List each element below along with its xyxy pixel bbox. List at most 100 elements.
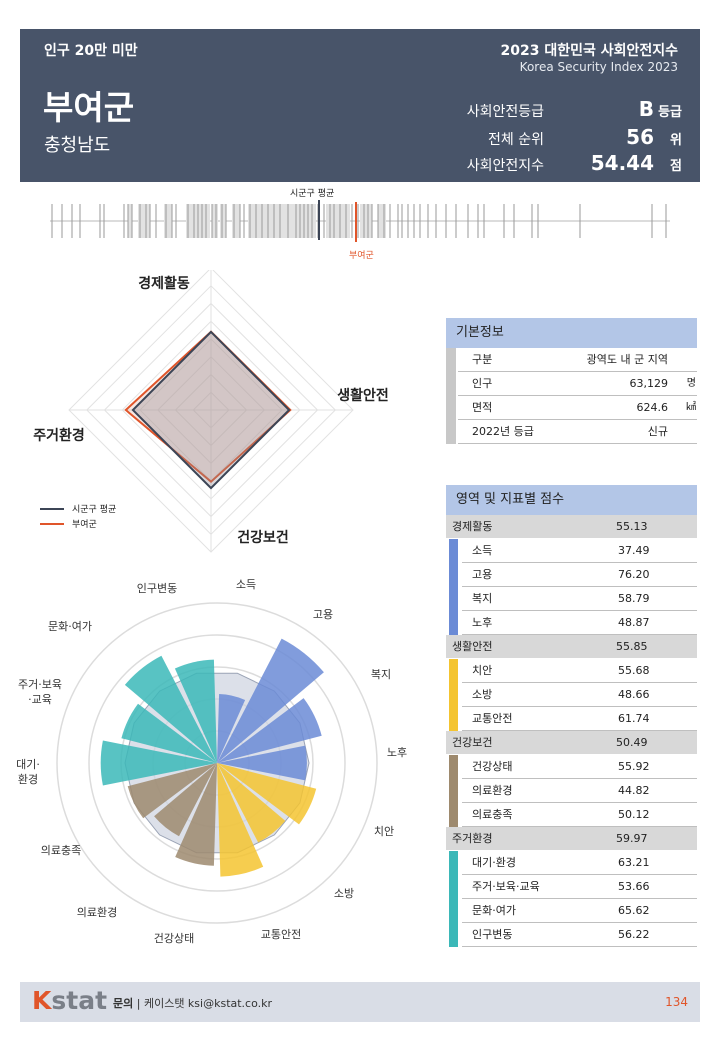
basic-info-table: 기본정보 구분 광역도 내 군 지역 인구 63,129 명 면적 624.6 … — [446, 318, 697, 444]
population-category: 인구 20만 미만 — [44, 43, 138, 59]
group-color-bar — [449, 539, 458, 635]
score-row: 복지 58.79 — [462, 587, 697, 611]
polar-wedge — [217, 763, 317, 825]
polar-wedge — [175, 763, 217, 866]
score-group-safety: 치안 55.68 소방 48.66 교통안전 61.74 — [446, 659, 697, 731]
info-value: 광역도 내 군 지역 — [586, 353, 668, 366]
report-title: 2023 대한민국 사회안전지수 — [500, 43, 678, 59]
polar-wedge — [121, 703, 217, 763]
strip-band — [248, 204, 316, 238]
indicator-name: 소득 — [472, 544, 493, 557]
indicator-name: 인구변동 — [472, 928, 513, 941]
indicator-name: 의료환경 — [472, 784, 513, 797]
info-unit: ㎢ — [686, 402, 696, 413]
score-row: 소방 48.66 — [462, 683, 697, 707]
strip-band — [220, 204, 226, 238]
index-value: 54.44 — [590, 151, 654, 175]
score-row: 교통안전 61.74 — [462, 707, 697, 731]
legend-avg-label: 시군구 평균 — [72, 505, 117, 515]
rank-unit: 위 — [670, 133, 682, 148]
report-subtitle: Korea Security Index 2023 — [519, 60, 678, 74]
strip-band — [378, 204, 386, 238]
header-banner: 인구 20만 미만 부여군 충청남도 2023 대한민국 사회안전지수 Kore… — [20, 29, 700, 182]
radar-axis-label: 건강보건 — [237, 529, 289, 546]
info-value: 신규 — [647, 425, 668, 438]
indicator-name: 주거·보육·교육 — [472, 880, 540, 893]
indicator-score: 48.66 — [618, 688, 650, 701]
score-row: 의료환경 44.82 — [462, 779, 697, 803]
score-row: 대기·환경 63.21 — [462, 851, 697, 875]
polar-wedge — [154, 763, 217, 837]
rank-value: 56 — [626, 125, 654, 149]
indicator-score: 76.20 — [618, 568, 650, 581]
legend-self: 부여군 — [40, 516, 116, 531]
indicator-name: 문화·여가 — [472, 904, 516, 917]
polar-grid-ring — [88, 634, 346, 892]
info-key: 인구 — [472, 377, 493, 390]
rank-label: 전체 순위 — [488, 132, 544, 148]
info-value: 624.6 — [636, 401, 669, 414]
score-row: 의료충족 50.12 — [462, 803, 697, 827]
rank-row: 전체 순위 56 위 — [424, 125, 682, 149]
score-row: 노후 48.87 — [462, 611, 697, 635]
polar-wedge — [217, 694, 246, 763]
polar-label: 소득 — [236, 578, 256, 591]
polar-label: 인구변동 — [137, 582, 177, 595]
strip-band — [232, 204, 240, 238]
info-row: 인구 63,129 명 — [458, 372, 697, 396]
score-table: 영역 및 지표별 점수 경제활동 55.13 소득 37.49 고용 76.20 복… — [446, 485, 697, 947]
category-score: 55.13 — [616, 520, 648, 533]
group-color-bar — [449, 755, 458, 827]
index-unit: 점 — [670, 159, 682, 174]
logo-text: stat — [51, 986, 108, 1015]
legend-self-swatch — [40, 522, 64, 525]
page-number: 134 — [665, 995, 688, 1009]
category-name: 건강보건 — [452, 736, 493, 749]
legend-self-label: 부여군 — [72, 520, 97, 530]
score-category-living: 주거환경 59.97 — [446, 827, 697, 851]
indicator-score: 55.92 — [618, 760, 650, 773]
polar-wedge — [217, 745, 307, 781]
polar-wedge — [217, 638, 324, 763]
contact-info: 문의 | 케이스탯 ksi@kstat.co.kr — [113, 997, 273, 1010]
indicator-name: 의료충족 — [472, 808, 513, 821]
info-unit: 명 — [686, 378, 696, 389]
polar-label: 대기· 환경 — [16, 758, 40, 786]
strip-band — [128, 204, 132, 238]
radar-legend: 시군구 평균 부여군 — [40, 501, 116, 531]
index-label: 사회안전지수 — [466, 158, 544, 174]
score-row: 건강상태 55.92 — [462, 755, 697, 779]
polar-label: 소방 — [334, 887, 354, 900]
score-table-title: 영역 및 지표별 점수 — [446, 485, 697, 515]
polar-wedge — [100, 740, 217, 786]
category-score: 59.97 — [616, 832, 648, 845]
radar-avg-polygon — [131, 330, 291, 490]
indicator-score: 63.21 — [618, 856, 650, 869]
indicator-score: 56.22 — [618, 928, 650, 941]
polar-label: 주거·보육 ·교육 — [18, 678, 62, 706]
category-score: 50.49 — [616, 736, 648, 749]
indicator-score: 37.49 — [618, 544, 650, 557]
info-unit — [668, 348, 696, 371]
grade-row: 사회안전등급 B 등급 — [424, 97, 682, 121]
self-marker-label: 부여군 — [349, 251, 374, 261]
basic-info-title: 기본정보 — [446, 318, 697, 348]
info-key: 2022년 등급 — [472, 425, 534, 438]
basic-info-bar — [446, 348, 456, 444]
polar-label: 문화·여가 — [48, 620, 92, 633]
polar-grid-ring — [56, 602, 378, 924]
category-name: 경제활동 — [452, 520, 493, 533]
indicator-score: 55.68 — [618, 664, 650, 677]
score-row: 소득 37.49 — [462, 539, 697, 563]
index-row: 사회안전지수 54.44 점 — [424, 151, 682, 175]
info-value: 63,129 — [629, 377, 669, 390]
indicator-name: 건강상태 — [472, 760, 513, 773]
category-score: 55.85 — [616, 640, 648, 653]
legend-avg-swatch — [40, 507, 64, 510]
polar-wedge — [217, 763, 286, 843]
polar-wedge — [174, 659, 217, 763]
score-group-living: 대기·환경 63.21 주거·보육·교육 53.66 문화·여가 65.62 인구변동… — [446, 851, 697, 947]
indicator-name: 소방 — [472, 688, 493, 701]
contact-text: 케이스탯 ksi@kstat.co.kr — [143, 997, 273, 1010]
category-name: 생활안전 — [452, 640, 493, 653]
